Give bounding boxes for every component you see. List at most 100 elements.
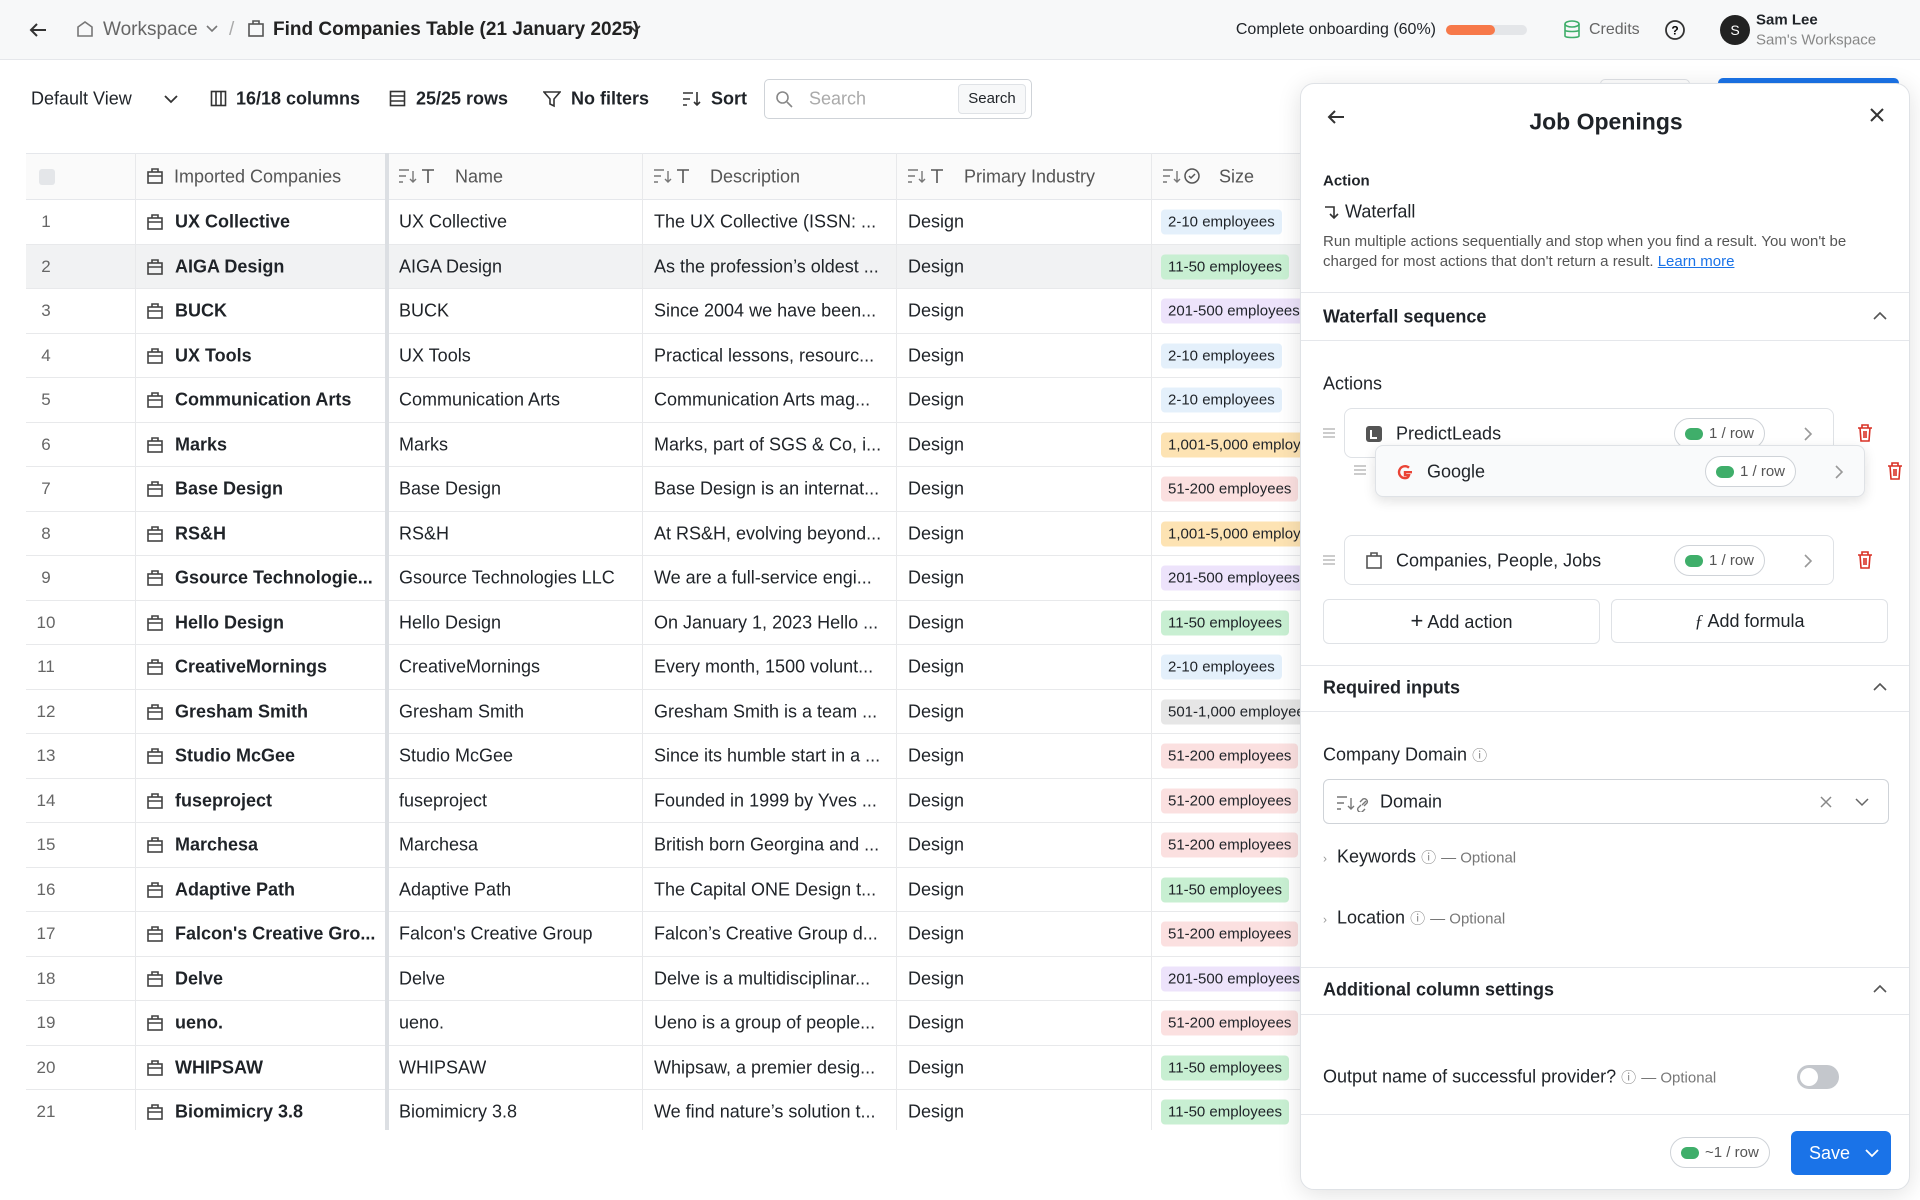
company-cell[interactable]: Gresham Smith	[175, 701, 309, 722]
name-cell[interactable]: WHIPSAW	[399, 1057, 487, 1078]
drag-handle[interactable]	[1323, 428, 1335, 438]
section-title[interactable]: Required inputs	[1323, 677, 1461, 698]
company-cell[interactable]: Base Design	[175, 478, 284, 499]
table-row[interactable]	[26, 378, 1406, 423]
size-badge[interactable]: 51-200 employees	[1161, 788, 1299, 814]
table-row[interactable]	[26, 467, 1406, 512]
company-cell[interactable]: Biomimicry 3.8	[175, 1101, 304, 1122]
action-card[interactable]: Companies, People, Jobs 1 / row	[1344, 535, 1834, 585]
column-header[interactable]: Imported Companies	[174, 166, 342, 186]
column-header[interactable]: Name	[455, 166, 504, 186]
panel-back-button[interactable]	[1326, 108, 1346, 126]
name-cell[interactable]: Communication Arts	[399, 389, 561, 410]
description-cell[interactable]: On January 1, 2023 Hello ...	[654, 612, 879, 633]
industry-cell[interactable]: Design	[908, 211, 965, 232]
delete-button[interactable]	[1887, 462, 1903, 480]
size-badge[interactable]: 51-200 employees	[1161, 832, 1299, 858]
drag-handle[interactable]	[1323, 555, 1335, 565]
description-cell[interactable]: As the profession’s oldest ...	[654, 256, 879, 277]
size-badge[interactable]: 201-500 employees	[1161, 298, 1307, 324]
company-cell[interactable]: RS&H	[175, 523, 227, 544]
delete-button[interactable]	[1857, 424, 1873, 442]
company-cell[interactable]: WHIPSAW	[175, 1057, 263, 1078]
size-badge[interactable]: 11-50 employees	[1161, 877, 1289, 903]
table-row[interactable]	[26, 823, 1406, 868]
name-cell[interactable]: UX Tools	[399, 345, 471, 366]
description-cell[interactable]: We are a full-service engi...	[654, 567, 872, 588]
collapse-icon[interactable]	[1873, 311, 1887, 321]
name-cell[interactable]: AIGA Design	[399, 256, 503, 277]
industry-cell[interactable]: Design	[908, 745, 965, 766]
toggle[interactable]	[1797, 1065, 1839, 1089]
description-cell[interactable]: Delve is a multidisciplinar...	[654, 968, 871, 989]
view-selector[interactable]: Default View	[31, 88, 132, 109]
industry-cell[interactable]: Design	[908, 701, 965, 722]
table-row[interactable]	[26, 779, 1406, 823]
table-row[interactable]	[26, 1046, 1406, 1090]
size-badge[interactable]: 201-500 employees	[1161, 966, 1307, 992]
select-all-checkbox[interactable]	[39, 169, 55, 185]
company-cell[interactable]: AIGA Design	[175, 256, 285, 277]
industry-cell[interactable]: Design	[908, 345, 965, 366]
name-cell[interactable]: CreativeMornings	[399, 656, 541, 677]
company-cell[interactable]: ueno.	[175, 1012, 223, 1033]
onboarding-label[interactable]: Complete onboarding (60%)	[1235, 21, 1436, 38]
industry-cell[interactable]: Design	[908, 434, 965, 455]
size-badge[interactable]: 11-50 employees	[1161, 610, 1289, 636]
size-badge[interactable]: 2-10 employees	[1161, 387, 1282, 413]
name-cell[interactable]: fuseproject	[399, 790, 488, 811]
drag-handle[interactable]	[1354, 465, 1366, 475]
domain-select[interactable]: Domain	[1323, 779, 1889, 824]
size-badge[interactable]: 2-10 employees	[1161, 654, 1282, 680]
size-badge[interactable]: 51-200 employees	[1161, 743, 1299, 769]
columns-button[interactable]: 16/18 columns	[236, 88, 361, 109]
description-cell[interactable]: We find nature’s solution t...	[654, 1101, 876, 1122]
add-action-button[interactable]: + Add action	[1323, 599, 1600, 644]
table-row[interactable]	[26, 601, 1406, 645]
industry-cell[interactable]: Design	[908, 923, 965, 944]
name-cell[interactable]: Adaptive Path	[399, 879, 512, 900]
industry-cell[interactable]: Design	[908, 1101, 965, 1122]
industry-cell[interactable]: Design	[908, 968, 965, 989]
industry-cell[interactable]: Design	[908, 879, 965, 900]
search-button[interactable]: Search	[958, 84, 1026, 114]
size-badge[interactable]: 11-50 employees	[1161, 1055, 1289, 1081]
industry-cell[interactable]: Design	[908, 790, 965, 811]
company-cell[interactable]: Delve	[175, 968, 224, 989]
clear-icon[interactable]	[1819, 795, 1833, 809]
industry-cell[interactable]: Design	[908, 834, 965, 855]
avatar[interactable]: S	[1720, 15, 1750, 45]
description-cell[interactable]: Ueno is a group of people...	[654, 1012, 876, 1033]
size-badge[interactable]: 501-1,000 employees	[1161, 699, 1320, 725]
industry-cell[interactable]: Design	[908, 256, 965, 277]
collapse-icon[interactable]	[1873, 984, 1887, 994]
sort-button[interactable]: Sort	[711, 88, 747, 109]
name-cell[interactable]: Marks	[399, 434, 448, 455]
company-cell[interactable]: Studio McGee	[175, 745, 296, 766]
table-row[interactable]	[26, 868, 1406, 912]
industry-cell[interactable]: Design	[908, 478, 965, 499]
size-badge[interactable]: 11-50 employees	[1161, 254, 1289, 280]
action-card-dragging[interactable]: Google 1 / row	[1375, 445, 1865, 497]
name-cell[interactable]: Delve	[399, 968, 446, 989]
name-cell[interactable]: Base Design	[399, 478, 502, 499]
description-cell[interactable]: Gresham Smith is a team ...	[654, 701, 878, 722]
industry-cell[interactable]: Design	[908, 1012, 965, 1033]
company-cell[interactable]: Hello Design	[175, 612, 285, 633]
close-button[interactable]	[1868, 106, 1886, 124]
size-badge[interactable]: 11-50 employees	[1161, 1099, 1289, 1125]
name-cell[interactable]: Falcon's Creative Group	[399, 923, 593, 944]
credits-link[interactable]: Credits	[1589, 21, 1640, 38]
description-cell[interactable]: At RS&H, evolving beyond...	[654, 523, 882, 544]
table-row[interactable]	[26, 645, 1406, 690]
company-cell[interactable]: fuseproject	[175, 790, 273, 811]
company-cell[interactable]: Marchesa	[175, 834, 259, 855]
back-button[interactable]	[28, 20, 48, 40]
name-cell[interactable]: Biomimicry 3.8	[399, 1101, 518, 1122]
name-cell[interactable]: RS&H	[399, 523, 450, 544]
name-cell[interactable]: Gsource Technologies LLC	[399, 567, 615, 588]
description-cell[interactable]: Practical lessons, resourc...	[654, 345, 875, 366]
table-row[interactable]	[26, 512, 1406, 556]
table-row[interactable]	[26, 423, 1406, 467]
workspace-link[interactable]: Workspace	[103, 19, 198, 40]
